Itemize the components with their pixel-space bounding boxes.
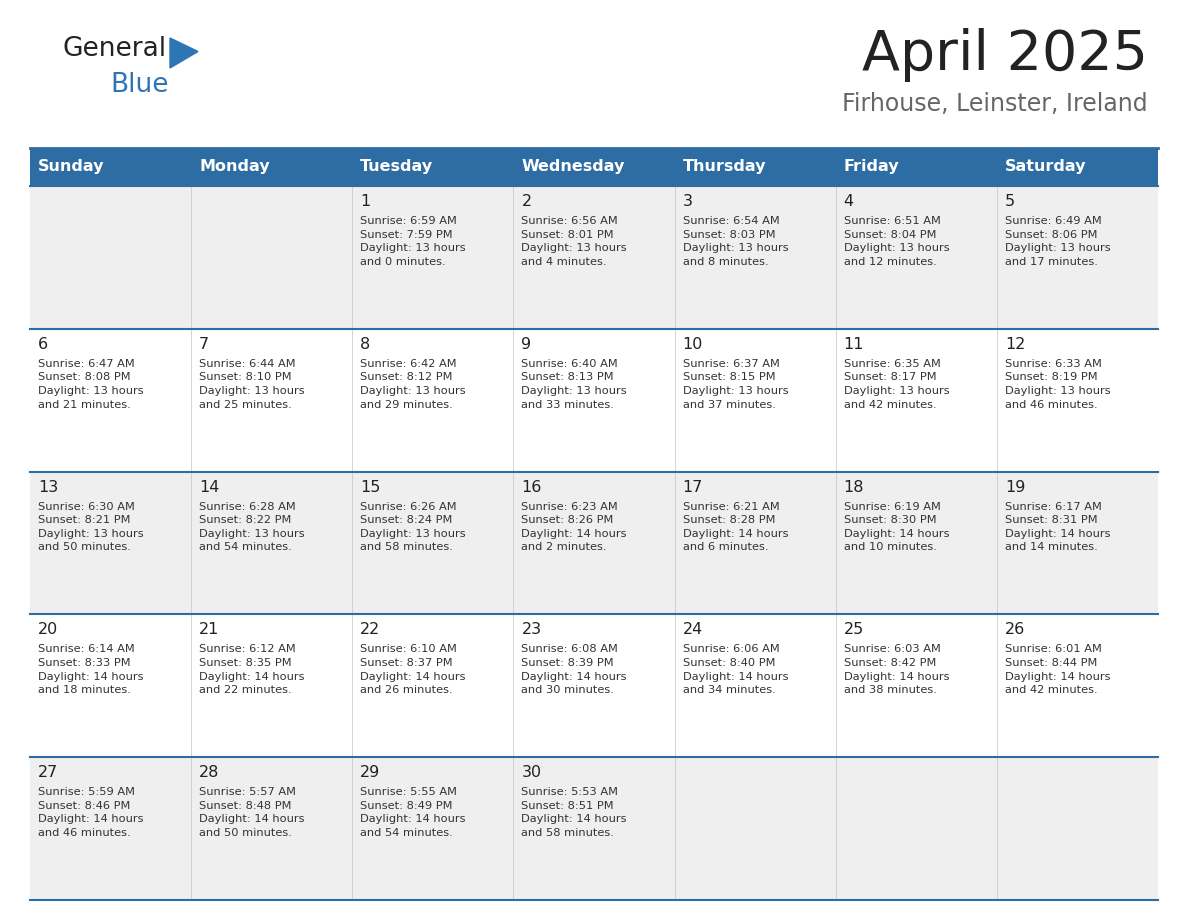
Text: Monday: Monday	[200, 160, 270, 174]
Text: Sunrise: 6:01 AM
Sunset: 8:44 PM
Daylight: 14 hours
and 42 minutes.: Sunrise: 6:01 AM Sunset: 8:44 PM Dayligh…	[1005, 644, 1111, 695]
Text: Thursday: Thursday	[683, 160, 766, 174]
Text: 30: 30	[522, 766, 542, 780]
Text: Blue: Blue	[110, 72, 169, 98]
Text: Sunrise: 6:06 AM
Sunset: 8:40 PM
Daylight: 14 hours
and 34 minutes.: Sunrise: 6:06 AM Sunset: 8:40 PM Dayligh…	[683, 644, 788, 695]
Text: 23: 23	[522, 622, 542, 637]
Text: Sunrise: 6:30 AM
Sunset: 8:21 PM
Daylight: 13 hours
and 50 minutes.: Sunrise: 6:30 AM Sunset: 8:21 PM Dayligh…	[38, 501, 144, 553]
Text: Sunrise: 6:35 AM
Sunset: 8:17 PM
Daylight: 13 hours
and 42 minutes.: Sunrise: 6:35 AM Sunset: 8:17 PM Dayligh…	[843, 359, 949, 409]
Text: 27: 27	[38, 766, 58, 780]
Text: Saturday: Saturday	[1005, 160, 1086, 174]
Text: Sunrise: 6:42 AM
Sunset: 8:12 PM
Daylight: 13 hours
and 29 minutes.: Sunrise: 6:42 AM Sunset: 8:12 PM Dayligh…	[360, 359, 466, 409]
Text: 4: 4	[843, 194, 854, 209]
Text: Sunrise: 6:23 AM
Sunset: 8:26 PM
Daylight: 14 hours
and 2 minutes.: Sunrise: 6:23 AM Sunset: 8:26 PM Dayligh…	[522, 501, 627, 553]
Text: Sunrise: 6:17 AM
Sunset: 8:31 PM
Daylight: 14 hours
and 14 minutes.: Sunrise: 6:17 AM Sunset: 8:31 PM Dayligh…	[1005, 501, 1111, 553]
Text: Sunrise: 6:47 AM
Sunset: 8:08 PM
Daylight: 13 hours
and 21 minutes.: Sunrise: 6:47 AM Sunset: 8:08 PM Dayligh…	[38, 359, 144, 409]
Text: Sunrise: 5:53 AM
Sunset: 8:51 PM
Daylight: 14 hours
and 58 minutes.: Sunrise: 5:53 AM Sunset: 8:51 PM Dayligh…	[522, 788, 627, 838]
Text: 11: 11	[843, 337, 864, 352]
Text: Sunrise: 6:59 AM
Sunset: 7:59 PM
Daylight: 13 hours
and 0 minutes.: Sunrise: 6:59 AM Sunset: 7:59 PM Dayligh…	[360, 216, 466, 267]
Text: Sunrise: 6:44 AM
Sunset: 8:10 PM
Daylight: 13 hours
and 25 minutes.: Sunrise: 6:44 AM Sunset: 8:10 PM Dayligh…	[200, 359, 305, 409]
Text: 9: 9	[522, 337, 531, 352]
Text: 19: 19	[1005, 479, 1025, 495]
Text: 13: 13	[38, 479, 58, 495]
Text: 16: 16	[522, 479, 542, 495]
Text: Sunrise: 6:10 AM
Sunset: 8:37 PM
Daylight: 14 hours
and 26 minutes.: Sunrise: 6:10 AM Sunset: 8:37 PM Dayligh…	[360, 644, 466, 695]
Text: 20: 20	[38, 622, 58, 637]
Bar	[30, 186, 1158, 329]
Text: Sunrise: 6:14 AM
Sunset: 8:33 PM
Daylight: 14 hours
and 18 minutes.: Sunrise: 6:14 AM Sunset: 8:33 PM Dayligh…	[38, 644, 144, 695]
Text: 18: 18	[843, 479, 864, 495]
Text: 7: 7	[200, 337, 209, 352]
Text: 12: 12	[1005, 337, 1025, 352]
Text: 26: 26	[1005, 622, 1025, 637]
Text: Tuesday: Tuesday	[360, 160, 434, 174]
Text: Sunrise: 6:40 AM
Sunset: 8:13 PM
Daylight: 13 hours
and 33 minutes.: Sunrise: 6:40 AM Sunset: 8:13 PM Dayligh…	[522, 359, 627, 409]
Text: April 2025: April 2025	[862, 28, 1148, 82]
Text: Sunrise: 5:57 AM
Sunset: 8:48 PM
Daylight: 14 hours
and 50 minutes.: Sunrise: 5:57 AM Sunset: 8:48 PM Dayligh…	[200, 788, 304, 838]
Text: Sunrise: 6:28 AM
Sunset: 8:22 PM
Daylight: 13 hours
and 54 minutes.: Sunrise: 6:28 AM Sunset: 8:22 PM Dayligh…	[200, 501, 305, 553]
Text: General: General	[62, 36, 166, 62]
Bar	[30, 329, 1158, 472]
Text: 21: 21	[200, 622, 220, 637]
Text: 1: 1	[360, 194, 371, 209]
Text: 8: 8	[360, 337, 371, 352]
Text: Sunrise: 6:03 AM
Sunset: 8:42 PM
Daylight: 14 hours
and 38 minutes.: Sunrise: 6:03 AM Sunset: 8:42 PM Dayligh…	[843, 644, 949, 695]
Text: 17: 17	[683, 479, 703, 495]
Polygon shape	[170, 38, 198, 68]
Text: Sunrise: 6:26 AM
Sunset: 8:24 PM
Daylight: 13 hours
and 58 minutes.: Sunrise: 6:26 AM Sunset: 8:24 PM Dayligh…	[360, 501, 466, 553]
Text: 2: 2	[522, 194, 531, 209]
Text: Wednesday: Wednesday	[522, 160, 625, 174]
Text: 5: 5	[1005, 194, 1015, 209]
Bar	[30, 472, 1158, 614]
Text: Sunrise: 6:33 AM
Sunset: 8:19 PM
Daylight: 13 hours
and 46 minutes.: Sunrise: 6:33 AM Sunset: 8:19 PM Dayligh…	[1005, 359, 1111, 409]
Text: 6: 6	[38, 337, 49, 352]
Text: 22: 22	[360, 622, 380, 637]
Text: 10: 10	[683, 337, 703, 352]
Text: 29: 29	[360, 766, 380, 780]
Text: Sunrise: 5:59 AM
Sunset: 8:46 PM
Daylight: 14 hours
and 46 minutes.: Sunrise: 5:59 AM Sunset: 8:46 PM Dayligh…	[38, 788, 144, 838]
Text: Sunrise: 6:49 AM
Sunset: 8:06 PM
Daylight: 13 hours
and 17 minutes.: Sunrise: 6:49 AM Sunset: 8:06 PM Dayligh…	[1005, 216, 1111, 267]
Text: Sunrise: 6:08 AM
Sunset: 8:39 PM
Daylight: 14 hours
and 30 minutes.: Sunrise: 6:08 AM Sunset: 8:39 PM Dayligh…	[522, 644, 627, 695]
Text: 3: 3	[683, 194, 693, 209]
Text: Sunrise: 6:21 AM
Sunset: 8:28 PM
Daylight: 14 hours
and 6 minutes.: Sunrise: 6:21 AM Sunset: 8:28 PM Dayligh…	[683, 501, 788, 553]
Text: Sunrise: 6:19 AM
Sunset: 8:30 PM
Daylight: 14 hours
and 10 minutes.: Sunrise: 6:19 AM Sunset: 8:30 PM Dayligh…	[843, 501, 949, 553]
Text: Sunrise: 5:55 AM
Sunset: 8:49 PM
Daylight: 14 hours
and 54 minutes.: Sunrise: 5:55 AM Sunset: 8:49 PM Dayligh…	[360, 788, 466, 838]
Text: Sunrise: 6:54 AM
Sunset: 8:03 PM
Daylight: 13 hours
and 8 minutes.: Sunrise: 6:54 AM Sunset: 8:03 PM Dayligh…	[683, 216, 788, 267]
Text: 14: 14	[200, 479, 220, 495]
Text: Firhouse, Leinster, Ireland: Firhouse, Leinster, Ireland	[842, 92, 1148, 116]
Text: Sunrise: 6:56 AM
Sunset: 8:01 PM
Daylight: 13 hours
and 4 minutes.: Sunrise: 6:56 AM Sunset: 8:01 PM Dayligh…	[522, 216, 627, 267]
Text: 28: 28	[200, 766, 220, 780]
Bar	[30, 148, 1158, 186]
Text: Sunday: Sunday	[38, 160, 105, 174]
Text: Sunrise: 6:12 AM
Sunset: 8:35 PM
Daylight: 14 hours
and 22 minutes.: Sunrise: 6:12 AM Sunset: 8:35 PM Dayligh…	[200, 644, 304, 695]
Bar	[30, 614, 1158, 757]
Text: Friday: Friday	[843, 160, 899, 174]
Text: Sunrise: 6:37 AM
Sunset: 8:15 PM
Daylight: 13 hours
and 37 minutes.: Sunrise: 6:37 AM Sunset: 8:15 PM Dayligh…	[683, 359, 788, 409]
Bar	[30, 757, 1158, 900]
Text: 25: 25	[843, 622, 864, 637]
Text: 24: 24	[683, 622, 703, 637]
Text: 15: 15	[360, 479, 380, 495]
Text: Sunrise: 6:51 AM
Sunset: 8:04 PM
Daylight: 13 hours
and 12 minutes.: Sunrise: 6:51 AM Sunset: 8:04 PM Dayligh…	[843, 216, 949, 267]
